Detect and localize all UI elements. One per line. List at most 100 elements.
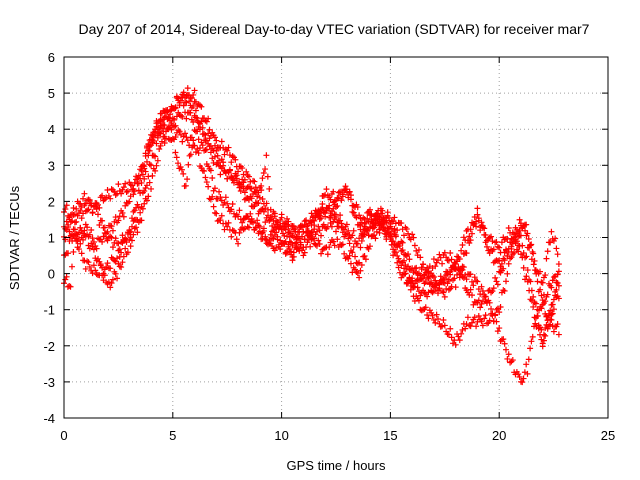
data-point bbox=[244, 223, 251, 230]
data-point bbox=[528, 241, 535, 248]
data-point bbox=[130, 185, 137, 192]
data-point bbox=[77, 240, 84, 247]
data-point bbox=[254, 193, 261, 200]
data-point bbox=[264, 173, 271, 180]
data-point bbox=[183, 92, 190, 99]
data-point bbox=[328, 223, 335, 230]
data-point bbox=[444, 270, 451, 277]
data-point bbox=[256, 194, 263, 201]
data-point bbox=[206, 143, 213, 150]
data-point bbox=[529, 333, 536, 340]
data-point bbox=[100, 233, 107, 240]
data-point bbox=[308, 229, 315, 236]
data-point bbox=[542, 332, 549, 339]
data-point bbox=[490, 285, 497, 292]
data-point bbox=[508, 235, 515, 242]
data-point bbox=[267, 240, 274, 247]
data-point bbox=[277, 246, 284, 253]
data-point bbox=[202, 174, 209, 181]
data-point bbox=[492, 274, 499, 281]
data-point bbox=[180, 170, 187, 177]
data-point bbox=[145, 147, 152, 154]
data-point bbox=[482, 293, 489, 300]
data-point bbox=[349, 232, 356, 239]
data-point bbox=[240, 226, 247, 233]
data-point bbox=[112, 235, 119, 242]
data-point bbox=[300, 252, 307, 259]
data-point bbox=[251, 188, 258, 195]
data-point bbox=[474, 211, 481, 218]
data-point bbox=[357, 267, 364, 274]
data-point bbox=[152, 153, 159, 160]
data-point bbox=[462, 325, 469, 332]
data-point bbox=[260, 169, 267, 176]
data-point bbox=[456, 255, 463, 262]
data-point bbox=[62, 206, 69, 213]
data-point bbox=[199, 124, 206, 131]
data-point bbox=[520, 250, 527, 257]
data-point bbox=[142, 152, 149, 159]
data-point bbox=[349, 249, 356, 256]
data-point bbox=[555, 295, 562, 302]
data-point bbox=[217, 217, 224, 224]
data-point bbox=[66, 228, 73, 235]
data-point bbox=[318, 215, 325, 222]
data-point bbox=[139, 171, 146, 178]
data-point bbox=[345, 255, 352, 262]
data-point bbox=[492, 311, 499, 318]
data-point bbox=[111, 218, 118, 225]
data-point bbox=[105, 192, 112, 199]
data-point bbox=[213, 147, 220, 154]
data-point bbox=[550, 328, 557, 335]
plot-frame bbox=[63, 56, 609, 419]
data-point bbox=[364, 209, 371, 216]
data-point bbox=[482, 312, 489, 319]
y-tick-label: 0 bbox=[48, 267, 55, 282]
data-point bbox=[320, 221, 327, 228]
data-point bbox=[70, 226, 77, 233]
data-point bbox=[73, 205, 80, 212]
data-point bbox=[85, 259, 92, 266]
data-point bbox=[78, 215, 85, 222]
data-point bbox=[69, 231, 76, 238]
data-point bbox=[148, 185, 155, 192]
data-point bbox=[401, 271, 407, 278]
data-point bbox=[524, 267, 531, 274]
data-point bbox=[224, 223, 231, 230]
data-point bbox=[206, 135, 213, 142]
data-point bbox=[293, 236, 300, 243]
data-point bbox=[399, 259, 406, 266]
data-point bbox=[509, 240, 516, 247]
data-point bbox=[353, 214, 360, 221]
data-point bbox=[118, 264, 125, 271]
data-point bbox=[534, 306, 541, 313]
data-point bbox=[391, 225, 398, 232]
data-point bbox=[143, 158, 150, 165]
data-point bbox=[357, 222, 364, 229]
x-tick-label: 20 bbox=[492, 428, 506, 443]
data-point bbox=[554, 271, 561, 278]
data-point bbox=[504, 252, 511, 259]
data-point bbox=[190, 102, 197, 109]
data-point bbox=[135, 172, 142, 179]
data-point bbox=[182, 130, 189, 137]
data-point bbox=[236, 180, 243, 187]
data-point bbox=[437, 254, 444, 261]
data-point bbox=[525, 236, 532, 243]
data-point bbox=[540, 337, 547, 344]
data-point bbox=[356, 235, 363, 242]
data-point bbox=[489, 310, 496, 317]
data-point bbox=[428, 287, 435, 294]
data-point bbox=[259, 175, 266, 182]
data-point bbox=[464, 314, 471, 321]
data-point bbox=[477, 291, 484, 298]
data-point bbox=[358, 230, 365, 237]
x-tick-label: 25 bbox=[601, 428, 615, 443]
x-tick-label: 10 bbox=[274, 428, 288, 443]
data-point bbox=[398, 247, 405, 254]
data-point bbox=[478, 318, 485, 325]
data-point bbox=[89, 235, 96, 242]
data-point bbox=[479, 298, 486, 305]
data-point bbox=[497, 303, 504, 310]
